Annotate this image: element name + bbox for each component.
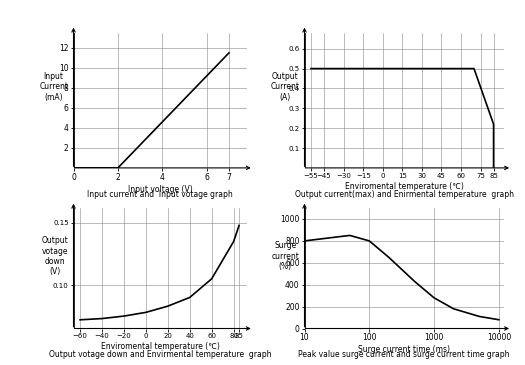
X-axis label: Surge current time (ms): Surge current time (ms) bbox=[358, 345, 450, 354]
Text: Output
votage
down
(V): Output votage down (V) bbox=[41, 236, 68, 276]
Text: Surge
current
(%): Surge current (%) bbox=[271, 241, 299, 271]
Text: Output current(max) and Enirmental temperature  graph: Output current(max) and Enirmental tempe… bbox=[295, 190, 514, 199]
X-axis label: Enviromental temperature (℃): Enviromental temperature (℃) bbox=[345, 181, 464, 191]
X-axis label: Enviromental temperature (℃): Enviromental temperature (℃) bbox=[101, 342, 219, 351]
Text: Output
Current
(A): Output Current (A) bbox=[270, 72, 299, 102]
X-axis label: Input voltage (V): Input voltage (V) bbox=[128, 185, 193, 193]
Text: Peak value surge current and surge current time graph: Peak value surge current and surge curre… bbox=[299, 350, 510, 360]
Text: Input current and  Input votage graph: Input current and Input votage graph bbox=[87, 190, 233, 199]
Text: Output votage down and Envirmental temperature  graph: Output votage down and Envirmental tempe… bbox=[49, 350, 271, 360]
Text: Input
Current
(mA): Input Current (mA) bbox=[39, 72, 68, 102]
